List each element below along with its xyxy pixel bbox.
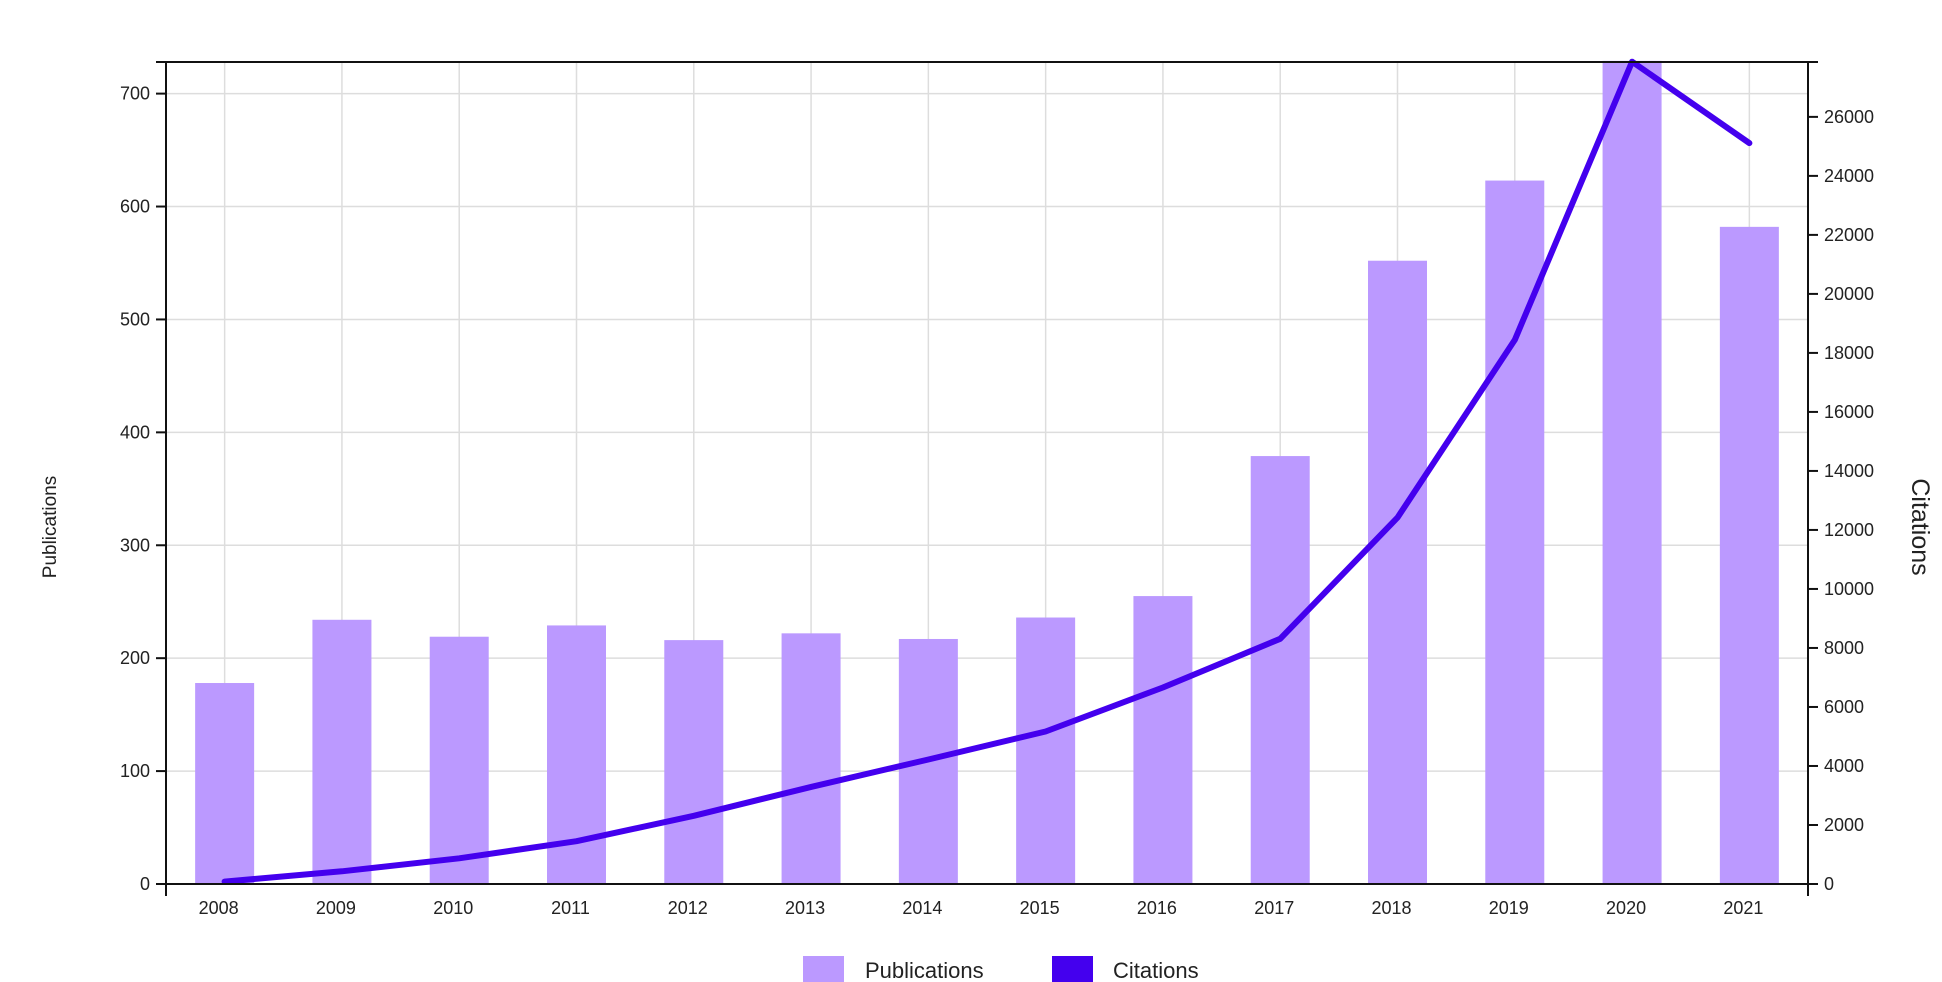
point-citations-2011 <box>576 840 577 842</box>
x-tick-label: 2009 <box>316 898 356 918</box>
citations-line-group <box>221 58 1753 885</box>
right-tick-label: 20000 <box>1824 284 1874 304</box>
right-axis-title: Citations <box>1906 478 1934 575</box>
bar-publications-2012 <box>664 640 724 884</box>
x-tick-label: 2016 <box>1137 898 1177 918</box>
legend-swatch-publications <box>803 956 844 982</box>
x-tick-label: 2018 <box>1371 898 1411 918</box>
left-tick-label: 300 <box>120 535 150 555</box>
grid <box>166 62 1808 884</box>
left-tick-label: 600 <box>120 197 150 217</box>
left-axis-title: Publications <box>40 476 61 578</box>
right-tick-label: 8000 <box>1824 638 1864 658</box>
x-tick-label: 2011 <box>551 898 590 918</box>
right-tick-label: 0 <box>1824 874 1834 894</box>
legend-swatch-citations <box>1052 956 1093 982</box>
x-tick-label: 2008 <box>199 898 239 918</box>
legend-label-citations: Citations <box>1113 958 1199 982</box>
line-citations <box>221 58 1753 885</box>
right-tick-label: 2000 <box>1824 815 1864 835</box>
left-tick-label: 400 <box>120 422 150 442</box>
publications-bars <box>195 60 1779 885</box>
x-tick-label: 2012 <box>668 898 708 918</box>
left-tick-label: 200 <box>120 648 150 668</box>
right-tick-label: 4000 <box>1824 756 1864 776</box>
bar-publications-2009 <box>312 619 372 884</box>
bar-publications-2020 <box>1602 60 1662 885</box>
legend-label-publications: Publications <box>865 958 984 982</box>
point-citations-2019 <box>1514 339 1516 341</box>
left-tick-label: 0 <box>140 874 150 894</box>
bar-publications-2010 <box>429 636 489 884</box>
right-tick-label: 12000 <box>1824 520 1874 540</box>
point-citations-2017 <box>1279 638 1281 640</box>
bar-publications-2017 <box>1250 456 1310 884</box>
point-citations-2021 <box>1748 142 1750 144</box>
x-tick-label: 2021 <box>1723 898 1763 918</box>
point-citations-2008 <box>224 881 226 883</box>
bar-publications-2021 <box>1719 226 1779 884</box>
right-tick-label: 14000 <box>1824 461 1874 481</box>
bar-publications-2018 <box>1368 260 1427 884</box>
right-tick-label: 24000 <box>1824 166 1874 186</box>
bar-publications-2008 <box>195 683 255 884</box>
right-tick-label: 26000 <box>1824 107 1874 127</box>
x-tick-label: 2019 <box>1489 898 1529 918</box>
right-tick-label: 18000 <box>1824 343 1874 363</box>
point-citations-2014 <box>927 758 929 760</box>
right-tick-label: 10000 <box>1824 579 1874 599</box>
bar-publications-2016 <box>1133 596 1193 884</box>
tick-labels: 0 100 200 300 400 500 600 700 0 2000 4000 6000 8000 1… <box>120 84 1874 918</box>
left-tick-label: 700 <box>120 84 150 104</box>
x-tick-label: 2017 <box>1254 898 1294 918</box>
x-tick-label: 2015 <box>1020 898 1060 918</box>
x-tick-label: 2013 <box>785 898 825 918</box>
left-tick-label: 100 <box>120 761 150 781</box>
bar-publications-2015 <box>1016 617 1076 884</box>
axes <box>156 61 1818 896</box>
point-citations-2009 <box>341 870 343 872</box>
right-tick-label: 22000 <box>1824 225 1874 245</box>
point-citations-2010 <box>458 857 460 859</box>
point-citations-2016 <box>1162 686 1164 688</box>
x-tick-label: 2014 <box>902 898 942 918</box>
left-tick-label: 500 <box>120 309 150 329</box>
point-citations-2012 <box>693 815 695 817</box>
legend: Publications Citations <box>803 956 1199 982</box>
x-tick-label: 2010 <box>433 898 473 918</box>
bar-publications-2013 <box>781 633 841 884</box>
right-tick-label: 6000 <box>1824 697 1864 717</box>
point-citations-2018 <box>1397 517 1398 519</box>
right-tick-label: 16000 <box>1824 402 1874 422</box>
x-tick-label: 2020 <box>1606 898 1646 918</box>
point-citations-2013 <box>810 786 812 788</box>
point-citations-2015 <box>1045 730 1047 732</box>
